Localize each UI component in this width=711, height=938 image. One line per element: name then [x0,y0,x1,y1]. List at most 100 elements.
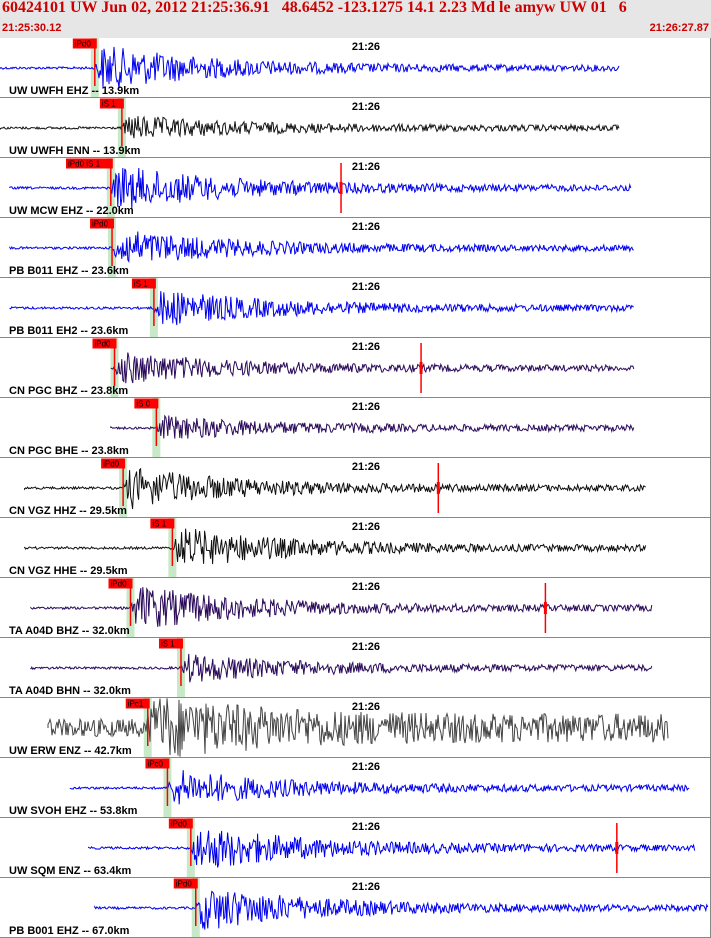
pick-label: iPd0 [111,580,128,589]
time-tick-label: 21:26 [352,821,380,833]
time-tick-label: 21:26 [352,41,380,53]
pick-flag [99,98,124,109]
waveform-trace [30,586,653,627]
station-label: CN VGZ HHZ -- 29.5km [9,505,127,517]
time-tick-label: 21:26 [352,461,380,473]
trace-panel: 21:26 iPc1 UW ERW ENZ -- 42.7km [0,698,711,758]
pick-label: iPd0 [103,460,120,469]
pick-flag [131,278,156,289]
station-label: CN PGC BHZ -- 23.8km [9,385,128,397]
waveform-trace [47,698,669,757]
start-time-label: 21:25:30.12 [2,22,62,34]
waveform-trace [24,528,647,565]
pick-label: iPd0 [94,340,111,349]
pick-label: iPc0 [147,760,163,769]
station-label: PB B001 EHZ -- 67.0km [9,925,130,937]
pick-flag [134,398,159,409]
station-label: UW UWFH EHZ -- 13.9km [9,85,139,97]
event-title: 60424101 UW Jun 02, 2012 21:25:36.91 48.… [2,0,627,16]
waveform-trace [9,167,632,210]
pick-label: iS 1 [161,640,175,649]
time-tick-label: 21:26 [352,581,380,593]
time-tick-label: 21:26 [352,761,380,773]
waveform-trace [69,770,690,805]
station-label: TA A04D BHN -- 32.0km [9,685,131,697]
pick-label: iPd0 [75,40,92,49]
trace-panel: 21:26 iPd0 UW UWFH EHZ -- 13.9km [0,38,711,98]
trace-panel: 21:26 iS 1 TA A04D BHN -- 32.0km [0,638,711,698]
pick-flag [72,38,97,49]
trace-panel: 21:26 iS 1 UW UWFH ENN -- 13.9km [0,98,711,158]
pick-flag [173,878,198,889]
pick-flag [101,458,126,469]
waveform-trace [9,231,634,263]
pick-flag [168,818,193,829]
time-tick-label: 21:26 [352,641,380,653]
station-label: TA A04D BHZ -- 32.0km [9,625,130,637]
time-tick-label: 21:26 [352,881,380,893]
trace-panel: 21:26 iPd0 PB B011 EHZ -- 23.6km [0,218,711,278]
time-tick-label: 21:26 [352,701,380,713]
waveform-trace [0,115,620,139]
waveform-trace [0,46,620,89]
coda-end-marker-box [419,362,423,374]
station-label: CN VGZ HHE -- 29.5km [9,565,128,577]
station-label: UW SVOH EHZ -- 53.8km [9,805,138,817]
trace-panel: 21:26 iPd0 PB B001 EHZ -- 67.0km [0,878,711,938]
waveform-trace [30,653,653,683]
coda-end-marker-box [436,482,440,494]
end-time-label: 21:26:27.87 [649,22,709,34]
trace-panel: 21:26 iS 1 PB B011 EH2 -- 23.6km [0,278,711,338]
waveform-trace [110,414,635,439]
event-header: 60424101 UW Jun 02, 2012 21:25:36.91 48.… [0,0,711,38]
pick-flag [125,698,150,709]
trace-panel: 21:26 iPd0 iS 1 UW MCW EHZ -- 22.0km [0,158,711,218]
pick-flag [90,218,115,229]
station-label: UW UWFH ENN -- 13.9km [9,145,141,157]
pick-flag [145,758,170,769]
time-tick-label: 21:26 [352,101,380,113]
station-label: UW SQM ENZ -- 63.4km [9,865,131,877]
station-label: PB B011 EH2 -- 23.6km [9,325,128,337]
time-tick-label: 21:26 [352,521,380,533]
time-tick-label: 21:26 [352,161,380,173]
pick-flag [150,518,175,529]
waveform-trace [110,352,635,384]
time-tick-label: 21:26 [352,401,380,413]
trace-panel: 21:26 iPc0 UW SVOH EHZ -- 53.8km [0,758,711,818]
pick-label: iPd0 [176,880,193,889]
pick-label: iPd0 [92,220,109,229]
pick-label: iPc1 [128,700,144,709]
pick-flag [66,158,113,169]
coda-end-marker-box [615,842,619,854]
pick-label: iPd0 [171,820,188,829]
coda-end-marker-box [543,602,547,614]
pick-flag [158,638,183,649]
time-tick-label: 21:26 [352,341,380,353]
trace-panel: 21:26 iPd0 CN VGZ HHZ -- 29.5km [0,458,711,518]
waveform-trace [24,467,646,510]
pick-flag [108,578,133,589]
pick-label: iS 1 [134,280,148,289]
station-label: PB B011 EHZ -- 23.6km [9,265,129,277]
station-label: UW MCW EHZ -- 22.0km [9,205,134,217]
station-label: CN PGC BHE -- 23.8km [9,445,129,457]
pick-label: iS 1 [152,520,166,529]
pick-flag [92,338,117,349]
trace-panel: 21:26 iS 0 CN PGC BHE -- 23.8km [0,398,711,458]
trace-panel: 21:26 iS 1 CN VGZ HHE -- 29.5km [0,518,711,578]
pick-label: iPd0 iS 1 [68,160,101,169]
trace-panel: 21:26 iPd0 UW SQM ENZ -- 63.4km [0,818,711,878]
pick-label: iS 1 [102,100,116,109]
time-tick-label: 21:26 [352,281,380,293]
time-tick-label: 21:26 [352,221,380,233]
waveform-trace [9,291,634,326]
waveform-trace [88,830,696,868]
waveform-trace [94,890,709,930]
coda-end-marker-box [339,182,343,194]
trace-panel: 21:26 iPd0 CN PGC BHZ -- 23.8km [0,338,711,398]
trace-panel: 21:26 iPd0 TA A04D BHZ -- 32.0km [0,578,711,638]
station-label: UW ERW ENZ -- 42.7km [9,745,132,757]
pick-label: iS 0 [136,400,150,409]
